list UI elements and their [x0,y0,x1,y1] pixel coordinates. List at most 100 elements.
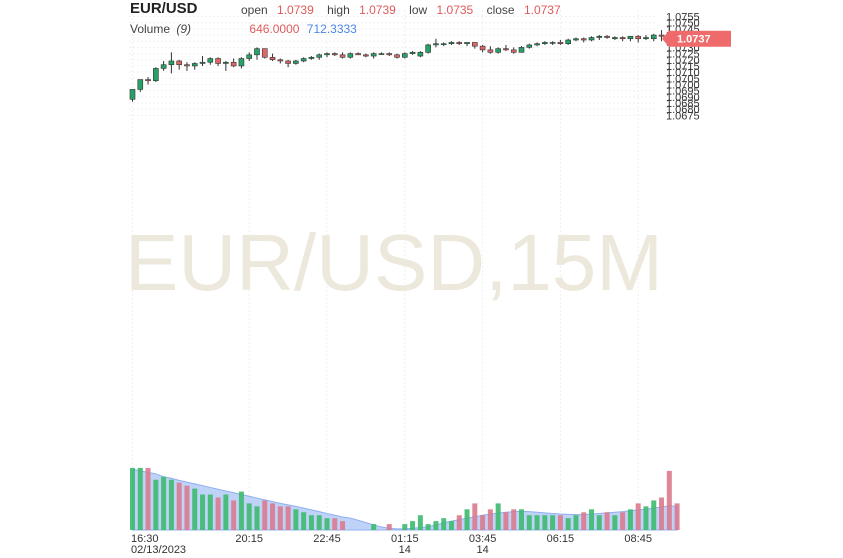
volume-bar [627,509,633,530]
time-tick-label: 08:45 [624,533,652,545]
candle [285,59,291,68]
candle [417,51,424,58]
volume-bar [192,488,198,530]
volume-bar [557,515,563,530]
volume-bar [550,515,556,530]
volume-bar [161,476,167,530]
candle-body [643,37,649,40]
candle [479,44,486,53]
candle [378,52,385,55]
candle [386,52,393,57]
volume-bar [270,503,276,530]
ohlc-legend: open 1.0739 high 1.0739 low 1.0735 close… [241,3,561,17]
volume-bar [324,518,330,530]
volume-bar [534,515,540,530]
candle [464,42,470,47]
time-tick-label: 03:45 [469,533,497,545]
candle-body [324,53,330,56]
volume-bar [542,515,548,530]
volume-bar [643,506,649,530]
candle [487,46,494,54]
candle-body [215,58,221,64]
volume-bar [659,497,665,530]
candle-body [347,53,354,58]
candle [518,46,525,53]
volume-period: (9) [176,22,192,36]
volume-bar [425,524,431,530]
candle [643,35,649,40]
volume-bar [526,515,532,530]
volume-bar [651,500,657,530]
candle-body [184,64,190,67]
candle-body [277,59,284,62]
candle [472,42,478,49]
volume-bar [604,512,610,530]
volume-bar [573,515,579,530]
candle-body [168,60,175,66]
chart-watermark: EUR/USD,15M [125,218,663,307]
price-tick-label: 1.0725 [666,49,700,61]
candle-body [230,61,237,67]
candle [565,38,571,45]
volume-bar [565,518,571,530]
candle-body [487,49,494,53]
candle-body [269,56,276,61]
candle-body [316,54,323,58]
candle [650,33,657,42]
candle [184,62,190,71]
volume-bars [130,467,680,530]
candle [293,59,299,65]
low-label: low [409,3,428,17]
volume-bar [168,479,174,530]
candle-body [176,60,182,66]
candle-body [510,49,517,53]
volume-bar [145,467,151,530]
candle-body [363,54,369,57]
candle-body [588,37,595,41]
volume-bar [495,503,501,530]
candle [223,60,229,71]
candle-body [394,54,400,58]
candle [510,47,517,54]
candle [215,57,221,66]
volume-bar [207,494,213,530]
candle-body [650,34,657,40]
low-value: 1.0735 [436,3,474,17]
candle [503,44,509,52]
volume-bar [285,506,291,530]
volume-bar [308,515,314,530]
candle-body [355,53,361,56]
volume-bar [581,512,587,530]
candle [549,41,556,45]
last-price-tag: 1.0737 [662,30,731,47]
candle [269,53,276,61]
volume-bar [635,503,641,530]
price-tick-label: 1.0690 [666,92,700,104]
candle-body [479,45,486,51]
chart-grid [129,10,656,532]
volume-bar [441,518,447,530]
candle [440,42,447,47]
volume-bar [511,509,517,530]
candle-body [580,38,587,41]
high-label: high [327,3,350,17]
candle [495,47,501,54]
date-tick-label: 02/13/2023 [131,544,186,556]
candle-body [425,44,431,53]
high-value: 1.0739 [359,3,396,17]
candle [433,38,439,48]
candle-body [401,53,408,58]
candle [316,53,323,60]
candle-body [542,42,548,44]
candle-body [285,60,291,64]
candle-body [573,38,579,41]
volume-bar [238,491,244,530]
candle [542,41,548,45]
open-label: open [241,3,268,17]
candle [331,52,338,57]
price-tick-label: 1.0705 [666,73,700,85]
candle [277,58,284,64]
volume-bar [301,512,307,530]
candle-body [596,35,603,38]
